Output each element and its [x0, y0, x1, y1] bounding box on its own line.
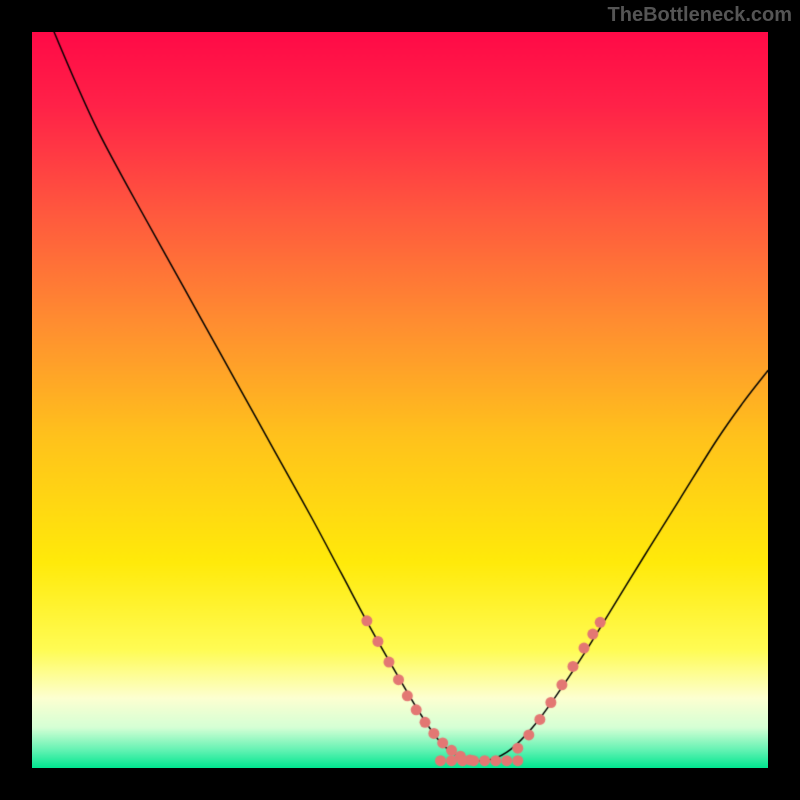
chart-container: TheBottleneck.com [0, 0, 800, 800]
bottleneck-curve-plot [32, 32, 768, 768]
watermark-text: TheBottleneck.com [608, 4, 792, 27]
